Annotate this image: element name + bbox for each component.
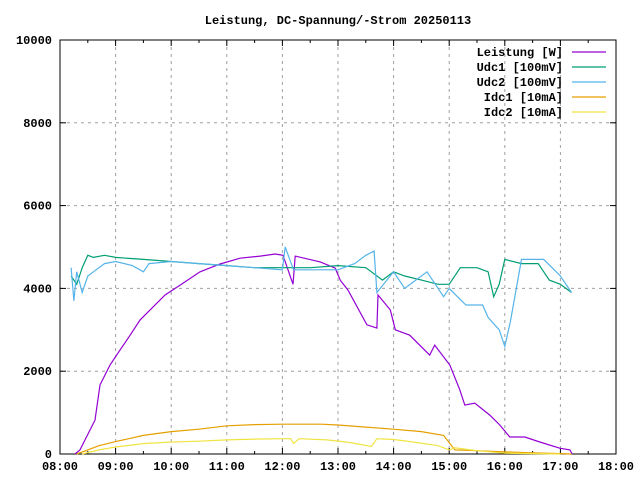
series-line-1	[70, 254, 572, 299]
y-tick-label: 8000	[23, 117, 52, 131]
x-tick-label: 11:00	[209, 460, 245, 474]
x-tick-label: 09:00	[98, 460, 134, 474]
legend-label: Udc2 [100mV]	[477, 76, 563, 90]
legend-label: Idc1 [10mA]	[484, 91, 563, 105]
legend-label: Leistung [W]	[477, 46, 563, 60]
y-tick-label: 0	[45, 448, 52, 462]
series-lines	[70, 246, 573, 455]
y-tick-label: 2000	[23, 365, 52, 379]
x-tick-label: 13:00	[320, 460, 356, 474]
x-tick-label: 12:00	[264, 460, 300, 474]
series-line-4	[82, 438, 561, 455]
x-tick-label: 15:00	[431, 460, 467, 474]
x-tick-label: 17:00	[542, 460, 578, 474]
legend-label: Idc2 [10mA]	[484, 106, 563, 120]
chart-title: Leistung, DC-Spannung/-Strom 20250113	[205, 14, 471, 28]
legend-label: Udc1 [100mV]	[477, 61, 563, 75]
legend: Leistung [W]Udc1 [100mV]Udc2 [100mV]Idc1…	[477, 46, 606, 120]
axis-ticks: 0 2000 4000 6000 8000 10000 08:00 09:00 10:00 11:…	[16, 34, 634, 474]
series-line-3	[76, 423, 572, 455]
x-tick-label: 18:00	[598, 460, 634, 474]
x-tick-label: 16:00	[487, 460, 523, 474]
y-tick-label: 4000	[23, 282, 52, 296]
x-tick-label: 14:00	[376, 460, 412, 474]
series-line-0	[74, 253, 573, 455]
grid	[60, 40, 616, 454]
y-tick-label: 6000	[23, 200, 52, 214]
series-line-2	[70, 246, 572, 349]
x-tick-label: 08:00	[42, 460, 78, 474]
x-tick-label: 10:00	[153, 460, 189, 474]
y-tick-label: 10000	[16, 34, 52, 48]
